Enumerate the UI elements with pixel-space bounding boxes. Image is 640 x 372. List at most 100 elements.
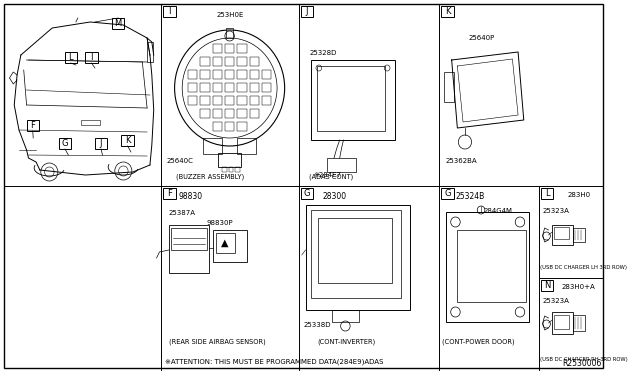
Bar bbox=[59, 138, 71, 149]
Bar bbox=[147, 42, 153, 62]
Bar bbox=[188, 96, 197, 105]
Text: ▲: ▲ bbox=[221, 238, 228, 248]
Text: I: I bbox=[168, 7, 171, 16]
Bar bbox=[225, 44, 234, 53]
Text: G: G bbox=[304, 189, 310, 198]
Bar bbox=[236, 167, 240, 172]
Bar bbox=[317, 66, 385, 131]
Bar bbox=[301, 6, 313, 17]
Text: J: J bbox=[306, 7, 308, 16]
Text: 25640P: 25640P bbox=[468, 35, 495, 41]
Bar bbox=[228, 167, 234, 172]
Bar bbox=[237, 57, 246, 66]
Bar bbox=[573, 315, 584, 331]
Bar bbox=[200, 57, 210, 66]
Bar bbox=[188, 83, 197, 92]
Bar bbox=[212, 57, 222, 66]
Bar bbox=[332, 310, 358, 322]
Bar bbox=[441, 188, 454, 199]
Text: I: I bbox=[90, 53, 93, 62]
Bar bbox=[541, 188, 553, 199]
Text: 25362BA: 25362BA bbox=[446, 158, 477, 164]
Bar bbox=[327, 158, 356, 172]
Bar bbox=[305, 205, 410, 310]
Text: ※284E7: ※284E7 bbox=[313, 172, 341, 178]
Text: (ADAS CONT): (ADAS CONT) bbox=[309, 173, 353, 180]
Bar bbox=[226, 28, 234, 38]
Bar bbox=[318, 218, 392, 283]
Bar bbox=[188, 70, 197, 79]
Bar bbox=[216, 233, 236, 253]
Text: 283H0: 283H0 bbox=[568, 192, 591, 198]
Text: L: L bbox=[68, 53, 73, 62]
Text: 28300: 28300 bbox=[323, 192, 347, 201]
Text: J: J bbox=[100, 139, 102, 148]
Bar bbox=[203, 138, 222, 154]
Bar bbox=[212, 122, 222, 131]
Text: 25338D: 25338D bbox=[303, 322, 331, 328]
Bar bbox=[200, 70, 210, 79]
Bar bbox=[250, 109, 259, 118]
Text: ※ATTENTION: THIS MUST BE PROGRAMMED DATA(284E9)ADAS: ※ATTENTION: THIS MUST BE PROGRAMMED DATA… bbox=[165, 359, 383, 365]
Bar bbox=[163, 6, 175, 17]
Bar bbox=[573, 228, 584, 242]
Bar bbox=[212, 83, 222, 92]
Text: (USB DC CHARGER RH 3RD ROW): (USB DC CHARGER RH 3RD ROW) bbox=[540, 357, 628, 362]
Bar bbox=[212, 96, 222, 105]
Text: 25323A: 25323A bbox=[543, 208, 570, 214]
Bar bbox=[237, 96, 246, 105]
Text: (CONT-INVERTER): (CONT-INVERTER) bbox=[318, 339, 376, 345]
Bar bbox=[225, 70, 234, 79]
Bar bbox=[200, 96, 210, 105]
Bar bbox=[250, 57, 259, 66]
Bar bbox=[237, 44, 246, 53]
Bar bbox=[122, 135, 134, 146]
Bar bbox=[237, 138, 256, 154]
Bar bbox=[311, 210, 401, 298]
Bar bbox=[225, 109, 234, 118]
Text: R2530006: R2530006 bbox=[562, 359, 602, 368]
Bar bbox=[237, 122, 246, 131]
Bar bbox=[458, 230, 525, 302]
Text: 98830: 98830 bbox=[179, 192, 202, 201]
Text: M: M bbox=[115, 19, 122, 28]
Bar bbox=[65, 52, 77, 63]
Text: G: G bbox=[444, 189, 451, 198]
Bar bbox=[200, 83, 210, 92]
Text: (USB DC CHARGER LH 3RD ROW): (USB DC CHARGER LH 3RD ROW) bbox=[540, 265, 627, 270]
Bar bbox=[218, 153, 241, 167]
Text: N: N bbox=[544, 281, 550, 290]
Bar bbox=[225, 83, 234, 92]
Bar bbox=[112, 18, 124, 29]
Text: K: K bbox=[125, 136, 131, 145]
Text: 284G4M: 284G4M bbox=[484, 208, 513, 214]
Bar bbox=[262, 70, 271, 79]
Bar bbox=[237, 109, 246, 118]
Bar bbox=[237, 83, 246, 92]
Bar bbox=[85, 52, 98, 63]
Bar bbox=[554, 227, 570, 239]
Text: 25640C: 25640C bbox=[167, 158, 194, 164]
Text: 25324B: 25324B bbox=[456, 192, 484, 201]
Bar bbox=[27, 120, 39, 131]
Bar bbox=[214, 230, 246, 262]
Bar bbox=[311, 60, 395, 140]
Bar bbox=[225, 122, 234, 131]
Bar bbox=[237, 70, 246, 79]
Bar bbox=[541, 280, 553, 291]
Text: 253H0E: 253H0E bbox=[216, 12, 244, 18]
Bar bbox=[262, 83, 271, 92]
Bar bbox=[222, 167, 227, 172]
Text: 25328D: 25328D bbox=[309, 50, 337, 56]
Bar bbox=[301, 188, 313, 199]
Text: (BUZZER ASSEMBLY): (BUZZER ASSEMBLY) bbox=[177, 173, 244, 180]
Bar bbox=[446, 212, 529, 322]
Bar bbox=[212, 70, 222, 79]
Bar bbox=[225, 57, 234, 66]
Bar bbox=[250, 70, 259, 79]
Text: G: G bbox=[61, 139, 68, 148]
Bar bbox=[81, 120, 100, 125]
Bar bbox=[95, 138, 108, 149]
Text: K: K bbox=[445, 7, 450, 16]
Bar bbox=[212, 44, 222, 53]
